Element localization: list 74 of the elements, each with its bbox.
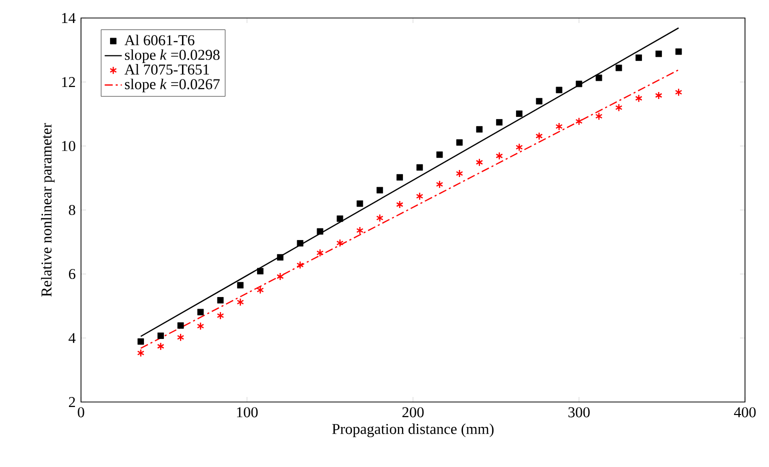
legend-label: slope k =0.0267 — [125, 78, 220, 92]
point — [396, 174, 403, 181]
point — [416, 192, 424, 200]
point — [556, 86, 562, 94]
point — [636, 54, 642, 61]
point — [376, 214, 384, 222]
point — [216, 312, 224, 320]
x-axis-title: Propagation distance (mm) — [332, 424, 494, 438]
point — [416, 164, 423, 171]
point — [674, 88, 682, 96]
point — [476, 126, 483, 133]
point — [176, 333, 184, 342]
point — [555, 122, 563, 131]
x-tick-label: 100 — [237, 407, 258, 418]
point — [336, 215, 344, 222]
x-tick-label: 300 — [568, 407, 590, 418]
point — [655, 91, 662, 100]
legend-label: Al 7075-T651 — [124, 64, 209, 75]
point — [476, 158, 484, 166]
legend-label: Al 6061-T6 — [124, 34, 194, 46]
point — [336, 238, 344, 248]
point — [516, 110, 522, 117]
point — [615, 104, 622, 112]
point — [496, 119, 503, 126]
point — [256, 286, 264, 294]
point — [138, 338, 144, 345]
point — [276, 272, 284, 281]
point — [456, 139, 463, 146]
point — [296, 260, 304, 270]
point — [376, 186, 383, 194]
point — [536, 98, 542, 104]
point — [157, 332, 164, 339]
y-tick-label: 4 — [68, 333, 76, 343]
point — [157, 342, 164, 350]
point — [257, 268, 264, 274]
x-tick-label: 400 — [734, 407, 756, 418]
point — [436, 151, 443, 158]
point — [137, 348, 144, 358]
point — [236, 298, 244, 306]
y-tick-label: 2 — [68, 397, 75, 407]
y-axis-title: Relative nonlinear parameter — [41, 123, 55, 297]
point — [296, 240, 304, 246]
y-tick-label: 6 — [68, 268, 76, 280]
point — [177, 322, 184, 329]
point — [396, 200, 404, 209]
point — [197, 308, 204, 316]
y-tick-label: 12 — [62, 77, 75, 87]
point — [655, 50, 662, 58]
point — [536, 132, 543, 140]
point — [516, 143, 523, 152]
point — [356, 200, 364, 207]
point — [595, 112, 603, 120]
y-tick-label: 14 — [62, 13, 76, 23]
point — [596, 74, 602, 82]
y-tick-label: 10 — [62, 140, 76, 152]
legend-label: slope k =0.0298 — [125, 49, 220, 63]
point — [237, 282, 244, 288]
point — [316, 248, 324, 257]
x-tick-label: 0 — [78, 407, 84, 418]
point — [576, 80, 582, 88]
y-tick-label: 8 — [68, 204, 76, 216]
point — [196, 322, 204, 330]
point — [456, 169, 464, 178]
point — [356, 226, 364, 235]
point — [496, 152, 503, 160]
point — [217, 297, 224, 304]
point — [635, 94, 642, 102]
point — [436, 180, 444, 188]
point — [316, 228, 324, 235]
point — [675, 48, 682, 55]
x-tick-label: 200 — [402, 407, 424, 418]
point — [277, 254, 284, 261]
point — [616, 64, 622, 72]
point — [575, 117, 583, 126]
